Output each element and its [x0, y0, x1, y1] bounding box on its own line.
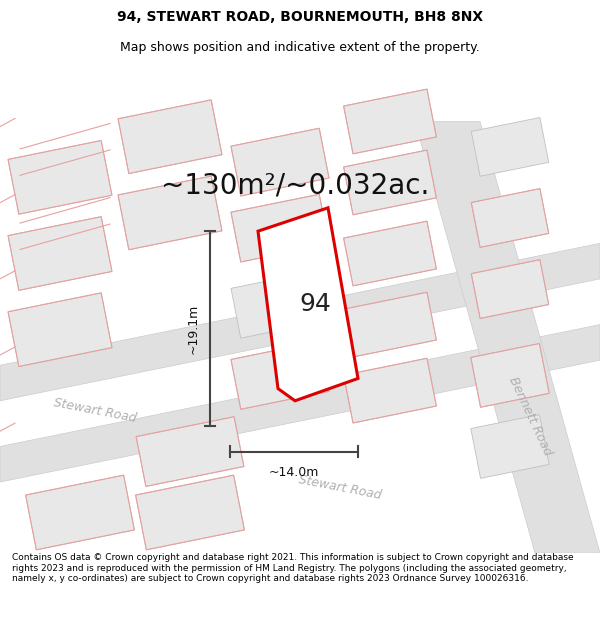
Polygon shape — [471, 118, 549, 176]
Text: ~19.1m: ~19.1m — [187, 304, 200, 354]
Polygon shape — [471, 260, 549, 318]
Text: Bennett Road: Bennett Road — [506, 374, 554, 458]
Polygon shape — [231, 194, 329, 262]
Polygon shape — [231, 271, 329, 338]
Polygon shape — [344, 292, 436, 357]
Polygon shape — [231, 128, 329, 196]
Polygon shape — [8, 293, 112, 366]
Polygon shape — [471, 189, 549, 248]
Polygon shape — [0, 243, 600, 401]
Polygon shape — [258, 208, 358, 401]
Polygon shape — [471, 414, 549, 478]
Polygon shape — [471, 344, 549, 408]
Text: 94: 94 — [299, 292, 331, 316]
Text: ~130m²/~0.032ac.: ~130m²/~0.032ac. — [161, 171, 429, 199]
Polygon shape — [136, 475, 244, 550]
Text: 94, STEWART ROAD, BOURNEMOUTH, BH8 8NX: 94, STEWART ROAD, BOURNEMOUTH, BH8 8NX — [117, 10, 483, 24]
Polygon shape — [136, 417, 244, 486]
Polygon shape — [344, 150, 436, 215]
Text: Stewart Road: Stewart Road — [298, 472, 383, 501]
Text: Map shows position and indicative extent of the property.: Map shows position and indicative extent… — [120, 41, 480, 54]
Polygon shape — [118, 176, 222, 250]
Polygon shape — [415, 121, 600, 553]
Polygon shape — [344, 358, 436, 423]
Polygon shape — [231, 341, 329, 409]
Polygon shape — [0, 324, 600, 482]
Polygon shape — [8, 217, 112, 291]
Text: ~14.0m: ~14.0m — [269, 466, 319, 479]
Polygon shape — [344, 89, 436, 154]
Polygon shape — [118, 100, 222, 174]
Polygon shape — [344, 221, 436, 286]
Text: Stewart Road: Stewart Road — [52, 396, 137, 426]
Polygon shape — [8, 141, 112, 214]
Polygon shape — [26, 475, 134, 550]
Text: Contains OS data © Crown copyright and database right 2021. This information is : Contains OS data © Crown copyright and d… — [12, 553, 574, 583]
